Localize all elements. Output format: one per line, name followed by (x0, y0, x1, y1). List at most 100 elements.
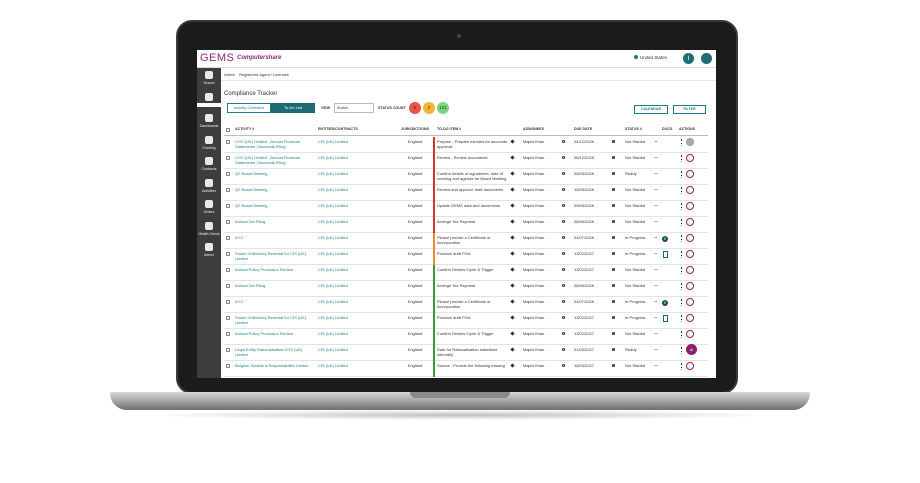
row-checkbox[interactable] (226, 220, 230, 224)
entity-link[interactable]: CIS (UK) Limited (318, 331, 349, 336)
status-count[interactable]: 5 (409, 102, 421, 114)
calendar-icon[interactable] (612, 188, 615, 191)
search-icon[interactable] (562, 156, 565, 159)
edit-icon[interactable] (510, 347, 515, 352)
calendar-icon[interactable] (612, 364, 615, 367)
activity-link[interactable]: Q2 Board Meeting (235, 203, 268, 208)
edit-icon[interactable] (510, 171, 515, 176)
status-select[interactable]: Not Started (625, 139, 646, 144)
calendar-icon[interactable] (612, 156, 615, 159)
more-menu[interactable] (681, 139, 683, 146)
tab-active[interactable]: To-Do List (271, 103, 315, 113)
activity-link[interactable]: Belgium Société à Responsabilité Limitée (235, 363, 309, 368)
status-select[interactable]: In Progress (625, 315, 646, 320)
status-select[interactable]: Not Started (625, 331, 646, 336)
calendar-icon[interactable] (612, 300, 615, 303)
nav-label[interactable]: Search (203, 81, 215, 85)
status-select[interactable]: Not Started (625, 203, 646, 208)
entity-link[interactable]: CIS (UK) Limited (318, 347, 349, 352)
more-menu[interactable] (681, 315, 683, 322)
action-ring[interactable] (686, 234, 694, 242)
row-checkbox[interactable] (226, 364, 230, 368)
activity-link[interactable]: Annual Tax Filing (235, 283, 266, 288)
entity-link[interactable]: CIS (UK) Limited (318, 219, 349, 224)
row-checkbox[interactable] (226, 284, 230, 288)
status-select[interactable]: Not Started (625, 283, 646, 288)
activity-link[interactable]: Q2 Board Meeting (235, 171, 268, 176)
calendar-icon[interactable] (612, 284, 615, 287)
entity-link[interactable]: CIS (UK) Limited (318, 139, 349, 144)
search-icon[interactable] (562, 140, 565, 143)
docs-count[interactable]: 5 (662, 236, 668, 242)
activity-link[interactable]: KYC (235, 235, 244, 240)
calendar-icon[interactable] (612, 252, 615, 255)
status-select[interactable]: In Progress (625, 251, 646, 256)
action-ring[interactable] (686, 186, 694, 194)
nav-label[interactable]: Charting (202, 145, 216, 150)
search-icon[interactable] (562, 188, 565, 191)
action-ring[interactable] (686, 154, 694, 162)
entity-link[interactable]: CIS (UK) Limited (318, 155, 349, 160)
status-select[interactable]: Not Started (625, 187, 646, 192)
row-checkbox[interactable] (226, 188, 230, 192)
edit-icon[interactable] (510, 363, 515, 368)
entity-link[interactable]: CIS (UK) Limited (318, 283, 349, 288)
calendar-icon[interactable] (612, 332, 615, 335)
action-ring[interactable] (686, 138, 694, 146)
ai-badge[interactable]: AI (686, 344, 697, 355)
entity-link[interactable]: CIS (UK) Limited (318, 235, 349, 240)
calendar-button[interactable]: CALENDAR (634, 105, 668, 114)
calendar-icon[interactable] (612, 204, 615, 207)
status-select[interactable]: Not Started (625, 155, 646, 160)
edit-icon[interactable] (510, 315, 515, 320)
row-checkbox[interactable] (226, 236, 230, 240)
calendar-icon[interactable] (612, 220, 615, 223)
row-checkbox[interactable] (226, 252, 230, 256)
action-ring[interactable] (686, 362, 694, 370)
region[interactable]: United States (640, 55, 668, 60)
row-checkbox[interactable] (226, 268, 230, 272)
search-icon[interactable] (562, 300, 565, 303)
action-ring[interactable] (686, 282, 694, 290)
action-ring[interactable] (686, 266, 694, 274)
edit-icon[interactable] (510, 299, 515, 304)
entity-link[interactable]: CIS (UK) Limited (318, 251, 349, 256)
activity-link[interactable]: Annual Tax Filing (235, 219, 266, 224)
search-icon[interactable] (562, 332, 565, 335)
edit-icon[interactable] (510, 203, 515, 208)
action-ring[interactable] (686, 202, 694, 210)
search-icon[interactable] (562, 364, 565, 367)
activity-link[interactable]: Power of Attorney Renewal for CIS (UK) L… (235, 251, 307, 261)
entity-link[interactable]: CIS (UK) Limited (318, 299, 349, 304)
more-menu[interactable] (681, 235, 683, 242)
calendar-icon[interactable] (612, 172, 615, 175)
status-count[interactable]: 2 (423, 102, 435, 114)
search-icon[interactable] (562, 348, 565, 351)
activity-link[interactable]: Q2 Board Meeting (235, 187, 268, 192)
more-menu[interactable] (681, 299, 683, 306)
activity-link[interactable]: Legal Entity Rationalisation CGS (UK) Li… (235, 347, 303, 357)
row-checkbox[interactable] (226, 204, 230, 208)
more-menu[interactable] (681, 267, 683, 274)
action-ring[interactable] (686, 298, 694, 306)
calendar-icon[interactable] (612, 140, 615, 143)
breadcrumb[interactable]: Admin (224, 72, 236, 77)
nav-label[interactable]: Dashboards (199, 124, 219, 128)
more-menu[interactable] (681, 203, 683, 210)
status-select[interactable]: Ready (625, 171, 637, 176)
entity-link[interactable]: CIS (UK) Limited (318, 315, 349, 320)
search-icon[interactable] (562, 220, 565, 223)
more-menu[interactable] (681, 171, 683, 178)
info-button[interactable]: i (683, 53, 694, 64)
more-menu[interactable] (681, 331, 683, 338)
status-select[interactable]: Not Started (625, 267, 646, 272)
nav-label[interactable]: Home (197, 102, 221, 107)
activity-link[interactable]: Annual Policy Procedure Review (235, 267, 294, 272)
nav-label[interactable]: Contracts (201, 167, 217, 171)
search-icon[interactable] (562, 284, 565, 287)
more-menu[interactable] (681, 155, 683, 162)
entity-link[interactable]: CIS (UK) Limited (318, 187, 349, 192)
nav-label[interactable]: Health Check (198, 231, 220, 236)
row-checkbox[interactable] (226, 316, 230, 320)
action-ring[interactable] (686, 330, 694, 338)
